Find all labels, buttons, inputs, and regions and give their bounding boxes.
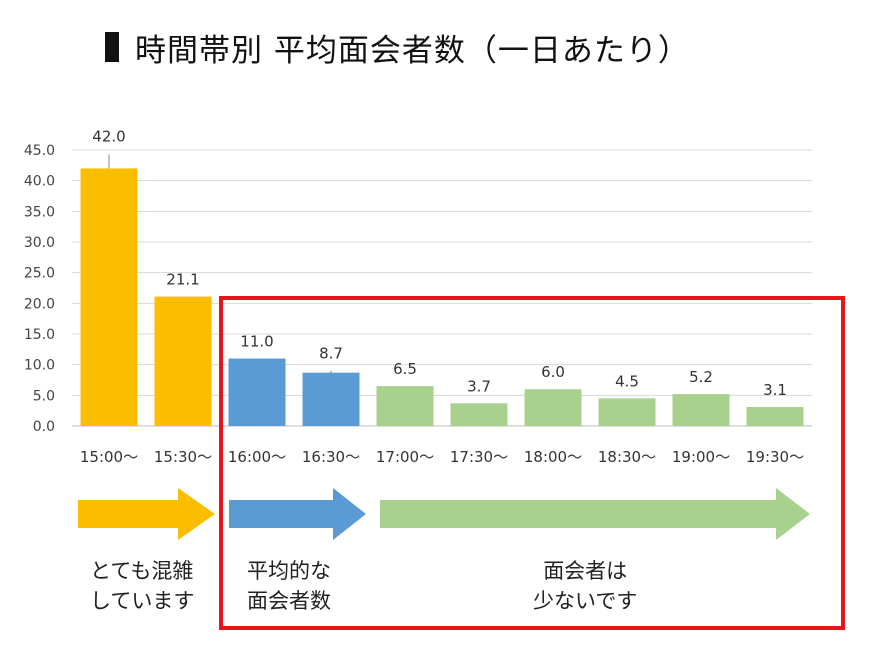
x-tick-label: 16:00〜	[228, 448, 286, 466]
bar	[376, 386, 434, 426]
busy-note-line1: とても混雑	[90, 559, 194, 583]
few-arrow-shape	[380, 488, 810, 540]
x-tick-label: 18:30〜	[598, 448, 656, 466]
y-tick-label: 40.0	[24, 174, 55, 190]
y-tick-label: 10.0	[24, 358, 55, 374]
value-label: 8.7	[319, 345, 343, 363]
busy-arrow-shape	[78, 488, 215, 540]
bar	[302, 372, 360, 426]
x-tick-label: 17:30〜	[450, 448, 508, 466]
bar	[228, 358, 286, 426]
title-bullet-marker	[105, 32, 119, 62]
x-tick-label: 19:00〜	[672, 448, 730, 466]
bar-chart: 0.0 5.0 10.0 15.0 20.0 25.0 30.0 35.0 40.0 45.0 4…	[24, 127, 812, 466]
average-arrow-shape	[229, 488, 366, 540]
value-label: 42.0	[92, 127, 125, 145]
average-arrow	[229, 488, 366, 540]
x-tick-label: 16:30〜	[302, 448, 360, 466]
average-note: 平均的な 面会者数	[247, 556, 331, 616]
y-tick-label: 45.0	[24, 143, 55, 159]
few-note-line2: 少ないです	[533, 589, 638, 613]
value-label: 11.0	[240, 333, 273, 351]
y-tick-label: 30.0	[24, 235, 55, 251]
value-label: 21.1	[166, 271, 199, 289]
x-tick-label: 19:30〜	[746, 448, 804, 466]
x-tick-label: 18:00〜	[524, 448, 582, 466]
highlight-frame	[219, 296, 845, 630]
bar	[598, 398, 656, 426]
average-note-line2: 面会者数	[247, 589, 331, 613]
value-labels: 42.0 21.1 11.0 8.7 6.5 3.7 6.0 4.5 5.2 3.1	[92, 127, 787, 399]
chart-title-text: 時間帯別 平均面会者数（一日あたり）	[135, 32, 690, 69]
y-tick-label: 0.0	[33, 419, 55, 435]
few-note-line1: 面会者は	[543, 559, 628, 583]
few-note: 面会者は 少ないです	[533, 556, 637, 616]
value-label: 6.0	[541, 363, 565, 381]
bar	[672, 394, 730, 426]
bar	[524, 389, 582, 426]
y-tick-label: 15.0	[24, 327, 55, 343]
bar	[746, 406, 804, 426]
x-tick-label: 15:30〜	[154, 448, 212, 466]
busy-note: とても混雑 しています	[90, 556, 194, 616]
y-axis-ticks: 0.0 5.0 10.0 15.0 20.0 25.0 30.0 35.0 40.0 45.0	[24, 143, 55, 435]
average-note-line1: 平均的な	[247, 559, 331, 583]
value-label: 6.5	[393, 360, 417, 378]
x-tick-label: 15:00〜	[80, 448, 138, 466]
value-label: 5.2	[689, 368, 713, 386]
chart-title: 時間帯別 平均面会者数（一日あたり）	[105, 22, 690, 72]
few-arrow	[380, 488, 810, 540]
busy-note-line2: しています	[90, 589, 195, 613]
bar	[80, 168, 138, 426]
y-tick-label: 35.0	[24, 204, 55, 220]
value-label: 4.5	[615, 372, 639, 390]
bars	[80, 168, 804, 426]
x-tick-label: 17:00〜	[376, 448, 434, 466]
y-tick-label: 25.0	[24, 266, 55, 282]
bar	[450, 403, 508, 426]
bar	[154, 296, 212, 426]
y-tick-label: 20.0	[24, 296, 55, 312]
x-axis-ticks: 15:00〜 15:30〜 16:00〜 16:30〜 17:00〜 17:30〜 18:0…	[80, 448, 804, 466]
value-label: 3.1	[763, 381, 787, 399]
value-label: 3.7	[467, 377, 491, 395]
y-tick-label: 5.0	[33, 388, 55, 404]
busy-arrow	[78, 488, 215, 540]
